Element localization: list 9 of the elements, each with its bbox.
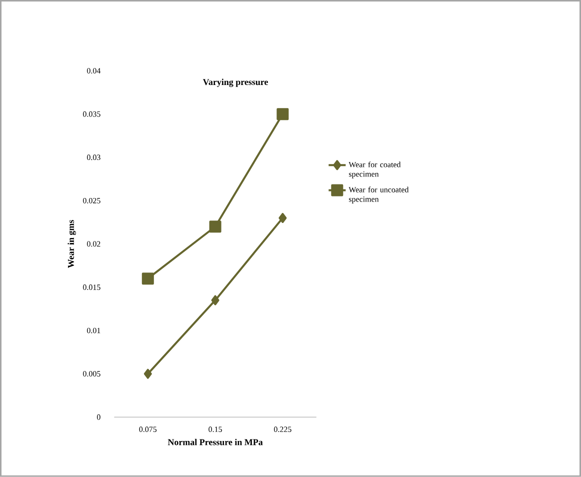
point bbox=[276, 108, 289, 120]
y-axis-title: Wear in gms bbox=[68, 220, 76, 268]
point bbox=[278, 213, 287, 224]
point bbox=[144, 368, 152, 379]
point bbox=[209, 220, 222, 233]
point bbox=[211, 295, 220, 306]
text: Varying pressure bbox=[202, 78, 268, 87]
point bbox=[142, 272, 154, 285]
x-axis-title: Normal Pressure in MPa bbox=[168, 438, 263, 446]
